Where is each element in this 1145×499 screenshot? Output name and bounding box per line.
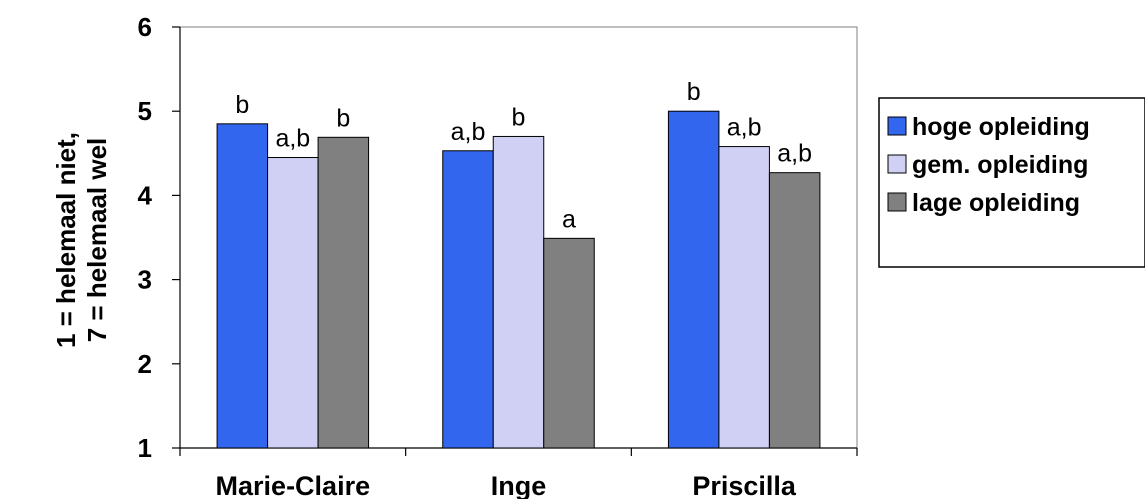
legend-label: gem. opleiding — [912, 151, 1088, 179]
legend-swatch — [887, 192, 907, 212]
legend-label: lage opleiding — [912, 189, 1080, 217]
y-axis-label-line-1: 1 = helemaal niet, — [51, 132, 81, 348]
x-axis — [179, 447, 858, 456]
y-axis: 1 2 3 4 5 6 — [138, 12, 181, 463]
x-tick-label: Priscilla — [692, 471, 797, 499]
legend-swatch — [887, 154, 907, 174]
legend: hoge opleiding gem. opleiding lage opleidi… — [878, 97, 1145, 268]
y-tick-label: 4 — [138, 180, 153, 210]
bar — [492, 135, 545, 449]
legend-box — [878, 97, 1145, 268]
x-tick-label: Inge — [491, 471, 547, 499]
y-tick-label: 3 — [138, 265, 152, 295]
category-labels: Marie-Claire Inge Priscilla — [216, 471, 797, 499]
bar-data-label: a,b — [451, 118, 486, 146]
legend-swatch — [887, 116, 907, 136]
bar-data-label: a,b — [275, 125, 310, 153]
bar-data-label: a,b — [777, 140, 812, 168]
bar-data-label: a — [562, 205, 576, 233]
x-tick-label: Marie-Claire — [216, 471, 371, 499]
bar — [317, 136, 370, 449]
bar-data-label: b — [336, 104, 350, 132]
bar — [768, 172, 821, 449]
bar — [216, 123, 269, 449]
y-tick-label: 1 — [138, 433, 152, 463]
legend-label: hoge opleiding — [912, 113, 1090, 141]
bar-data-label: b — [687, 78, 701, 106]
bar-data-label: b — [512, 103, 526, 131]
y-tick-label: 5 — [138, 96, 152, 126]
bar — [267, 157, 319, 449]
y-tick-label: 2 — [138, 349, 152, 379]
bar — [442, 150, 494, 449]
y-axis-label-line-2: 7 = helemaal wel — [82, 138, 112, 343]
bar — [543, 237, 595, 449]
y-tick-label: 6 — [138, 12, 152, 42]
bar-data-label: a,b — [727, 114, 762, 142]
bar-data-label: b — [235, 91, 249, 119]
data-labels: b a,b b a,b b a b a,b a,b — [235, 78, 812, 233]
bars — [216, 110, 821, 449]
bar — [718, 146, 770, 449]
bar — [667, 110, 720, 449]
